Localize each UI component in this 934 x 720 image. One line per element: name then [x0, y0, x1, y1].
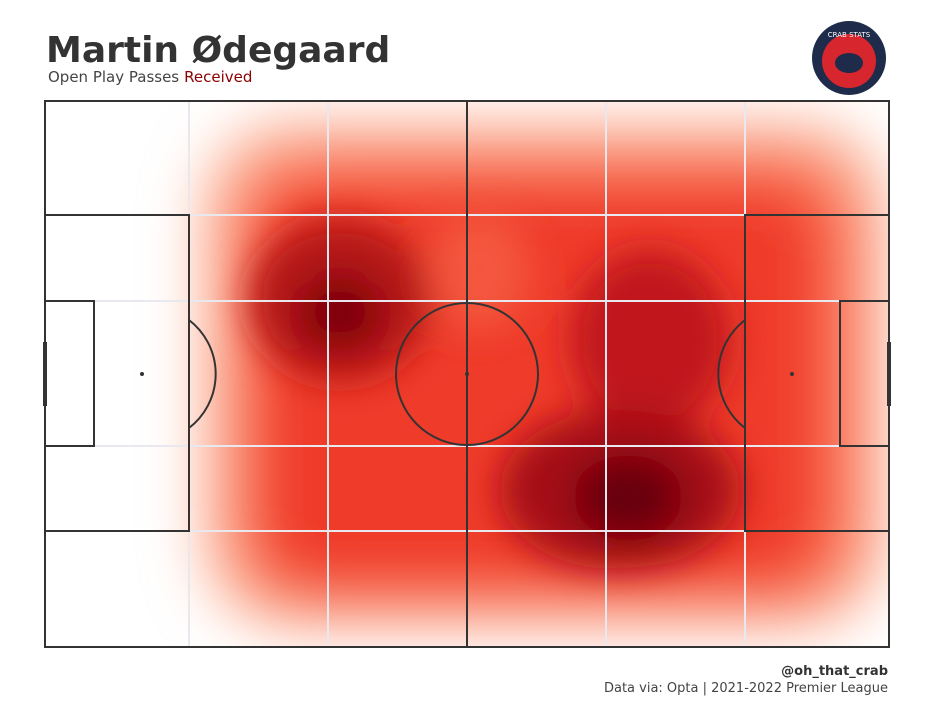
logo-text: CRAB STATS — [828, 31, 871, 39]
subtitle-text: Open Play Passes — [48, 68, 179, 86]
subtitle: Open Play Passes Received — [48, 68, 252, 86]
heat — [200, 120, 889, 630]
logo: CRAB STATS — [812, 21, 886, 95]
pitch — [43, 100, 891, 648]
title: Martin Ødegaard — [46, 30, 390, 71]
subtitle-highlight: Received — [184, 68, 252, 86]
credit: @oh_that_crab — [781, 664, 888, 679]
source: Data via: Opta | 2021-2022 Premier Leagu… — [604, 681, 888, 696]
